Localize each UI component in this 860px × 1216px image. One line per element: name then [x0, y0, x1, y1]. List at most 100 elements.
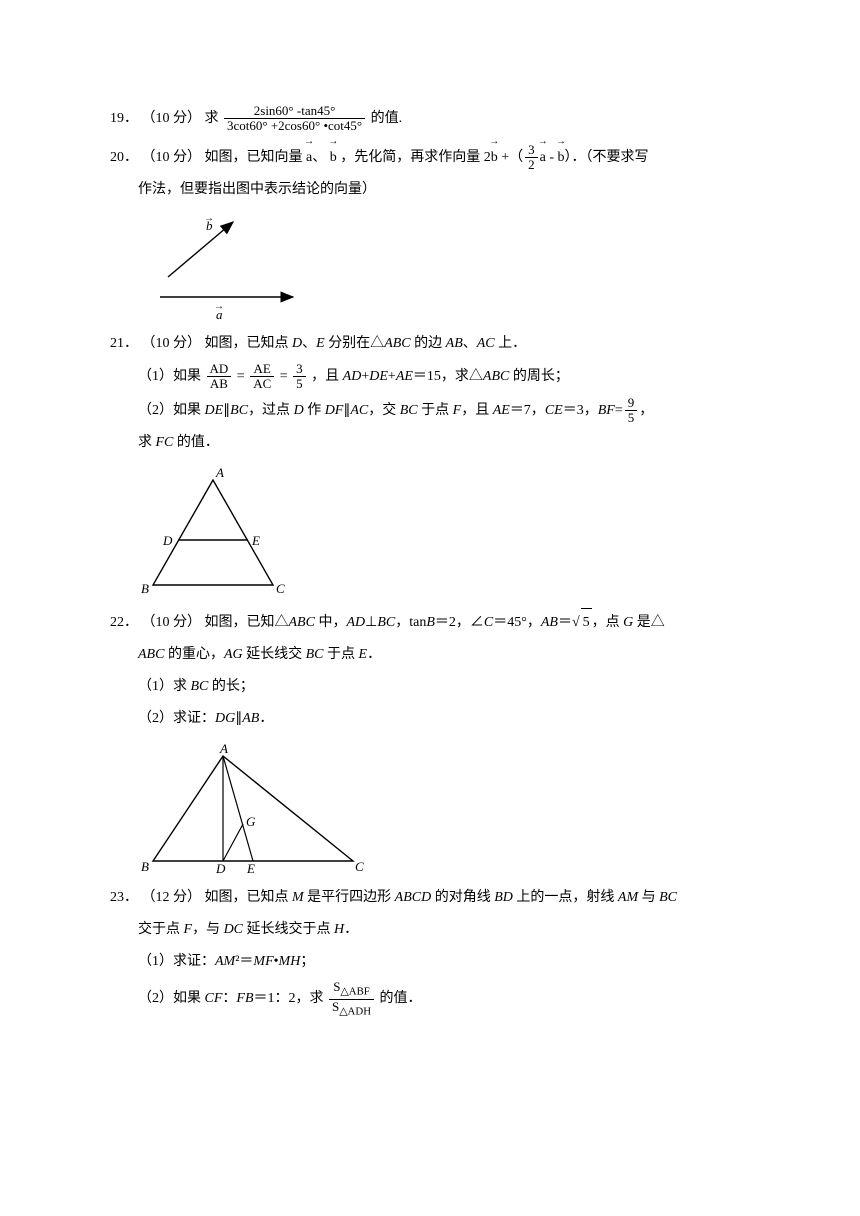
- problem-22: 22． （10 分） 如图，已知△ABC 中，AD⊥BC，tanB＝2，∠C＝4…: [110, 608, 750, 876]
- text: -: [549, 150, 554, 165]
- comma: ，: [639, 403, 653, 418]
- problem-22-intro: 22． （10 分） 如图，已知△ABC 中，AD⊥BC，tanB＝2，∠C＝4…: [110, 608, 750, 637]
- numerator: AD: [207, 362, 232, 377]
- numerator: AE: [250, 362, 274, 377]
- problem-23-part2: （2）如果 CF：FB＝1：2，求 S△ABF S△ADH 的值．: [110, 980, 750, 1018]
- problem-points: （12 分）: [142, 890, 202, 905]
- numerator: S△ABF: [329, 980, 374, 1000]
- denominator: AB: [207, 377, 232, 391]
- problem-22-line2: ABC 的重心，AG 延长线交 BC 于点 E．: [110, 641, 750, 669]
- problem-20: 20． （10 分） 如图，已知向量 a、 b ，先化简，再求作向量 2b +（…: [110, 142, 750, 323]
- problem-number: 20: [110, 150, 124, 165]
- problem-21: 21． （10 分） 如图，已知点 D、E 分别在△ABC 的边 AB、AC 上…: [110, 330, 750, 600]
- fraction: ADAB: [207, 362, 232, 392]
- problem-number: 23: [110, 890, 124, 905]
- svg-text:A: A: [215, 465, 224, 480]
- svg-text:D: D: [162, 533, 173, 548]
- fraction: AEAC: [250, 362, 274, 392]
- denominator: S△ADH: [329, 1000, 374, 1019]
- denominator: 3cot60° +2cos60° •cot45°: [224, 119, 365, 133]
- problem-23: 23． （12 分） 如图，已知点 M 是平行四边形 ABCD 的对角线 BD …: [110, 884, 750, 1018]
- numerator: 9: [625, 396, 638, 411]
- text: 如图，已知△ABC 中，AD⊥BC，tanB＝2，∠C＝45°，AB＝5，点 G…: [205, 615, 665, 630]
- svg-text:G: G: [246, 814, 256, 829]
- svg-text:B: B: [141, 581, 149, 596]
- text: （2）求证：DG∥AB．: [138, 711, 273, 726]
- problem-23-line2: 交于点 F，与 DC 延长线交于点 H．: [110, 916, 750, 944]
- vector-a: a: [540, 142, 546, 172]
- text: （1）如果: [138, 369, 201, 384]
- text: 如图，已知点 M 是平行四边形 ABCD 的对角线 BD 上的一点，射线 AM …: [205, 890, 678, 905]
- problem-20-line2: 作法，但要指出图中表示结论的向量）: [110, 176, 750, 204]
- text: 如图，已知点 D、E 分别在△ABC 的边 AB、AC 上．: [205, 336, 527, 351]
- text: ABC 的重心，AG 延长线交 BC 于点 E．: [138, 647, 381, 662]
- text: ，且 AD+DE+AE＝15，求△ABC 的周长；: [311, 369, 569, 384]
- text: （2）如果 DE∥BC，过点 D 作 DF∥AC，交 BC 于点 F，且 AE＝…: [138, 403, 623, 418]
- vector-b: b: [491, 142, 498, 172]
- sqrt-value: 5: [581, 608, 592, 637]
- eq: =: [280, 369, 288, 384]
- vector-b: b: [558, 142, 565, 172]
- text: 交于点 F，与 DC 延长线交于点 H．: [138, 922, 358, 937]
- denominator: AC: [250, 377, 274, 391]
- svg-text:C: C: [355, 859, 364, 874]
- fraction: S△ABF S△ADH: [329, 980, 374, 1018]
- text: 如图，已知向量: [205, 150, 303, 165]
- problem-number: 19: [110, 111, 124, 126]
- svg-text:D: D: [215, 861, 226, 876]
- numerator: 2sin60° -tan45°: [224, 104, 365, 119]
- text: （2）如果 CF：FB＝1：2，求: [138, 992, 324, 1007]
- svg-text:B: B: [141, 859, 149, 874]
- fraction: 32: [525, 143, 538, 173]
- text: （1）求证：AM²＝MF•MH；: [138, 954, 314, 969]
- svg-text:E: E: [251, 533, 260, 548]
- problem-21-part2-line2: 求 FC 的值．: [110, 429, 750, 457]
- text: +（: [501, 150, 523, 165]
- fraction: 35: [293, 362, 306, 392]
- problem-19: 19． （10 分） 求 2sin60° -tan45° 3cot60° +2c…: [110, 104, 750, 134]
- triangle-svg: A B C D E: [138, 465, 288, 600]
- exam-page: 19． （10 分） 求 2sin60° -tan45° 3cot60° +2c…: [0, 0, 860, 1066]
- svg-text:→: →: [204, 213, 214, 224]
- problem-points: （10 分）: [142, 336, 202, 351]
- problem-19-line: 19． （10 分） 求 2sin60° -tan45° 3cot60° +2c…: [110, 104, 750, 134]
- vector-diagram-svg: b → a →: [138, 212, 308, 322]
- denominator: 2: [525, 158, 538, 172]
- problem-points: （10 分）: [142, 150, 202, 165]
- svg-text:E: E: [246, 861, 255, 876]
- problem-21-part2: （2）如果 DE∥BC，过点 D 作 DF∥AC，交 BC 于点 F，且 AE＝…: [110, 396, 750, 426]
- text: ）．（不要求写: [565, 150, 649, 165]
- fraction: 95: [625, 396, 638, 426]
- vector-a: a: [306, 142, 312, 172]
- text: ，先化简，再求作向量 2: [340, 150, 491, 165]
- text: 求: [205, 111, 219, 126]
- problem-points: （10 分）: [142, 615, 202, 630]
- svg-text:C: C: [276, 581, 285, 596]
- denominator: 5: [293, 377, 306, 391]
- eq: =: [237, 369, 245, 384]
- denominator: 5: [625, 411, 638, 425]
- numerator: 3: [293, 362, 306, 377]
- problem-21-part1: （1）如果 ADAB = AEAC = 35 ，且 AD+DE+AE＝15，求△…: [110, 362, 750, 392]
- svg-text:A: A: [219, 741, 228, 756]
- numerator: 3: [525, 143, 538, 158]
- problem-number: 21: [110, 336, 124, 351]
- vector-b: b: [330, 142, 337, 172]
- text: （1）求 BC 的长；: [138, 679, 254, 694]
- centroid-svg: A B C D E G: [138, 741, 368, 876]
- problem-20-line1: 20． （10 分） 如图，已知向量 a、 b ，先化简，再求作向量 2b +（…: [110, 142, 750, 173]
- problem-21-intro: 21． （10 分） 如图，已知点 D、E 分别在△ABC 的边 AB、AC 上…: [110, 330, 750, 358]
- fraction: 2sin60° -tan45° 3cot60° +2cos60° •cot45°: [224, 104, 365, 134]
- problem-22-part1: （1）求 BC 的长；: [110, 673, 750, 701]
- figure-vectors: b → a →: [138, 212, 750, 322]
- problem-23-intro: 23． （12 分） 如图，已知点 M 是平行四边形 ABCD 的对角线 BD …: [110, 884, 750, 912]
- problem-22-part2: （2）求证：DG∥AB．: [110, 705, 750, 733]
- figure-triangle-centroid: A B C D E G: [138, 741, 750, 876]
- problem-points: （10 分）: [142, 111, 202, 126]
- problem-number: 22: [110, 615, 124, 630]
- text: 的值.: [371, 111, 403, 126]
- problem-23-part1: （1）求证：AM²＝MF•MH；: [110, 948, 750, 976]
- text: 求 FC 的值．: [138, 435, 219, 450]
- svg-text:→: →: [214, 301, 224, 312]
- figure-triangle-de: A B C D E: [138, 465, 750, 600]
